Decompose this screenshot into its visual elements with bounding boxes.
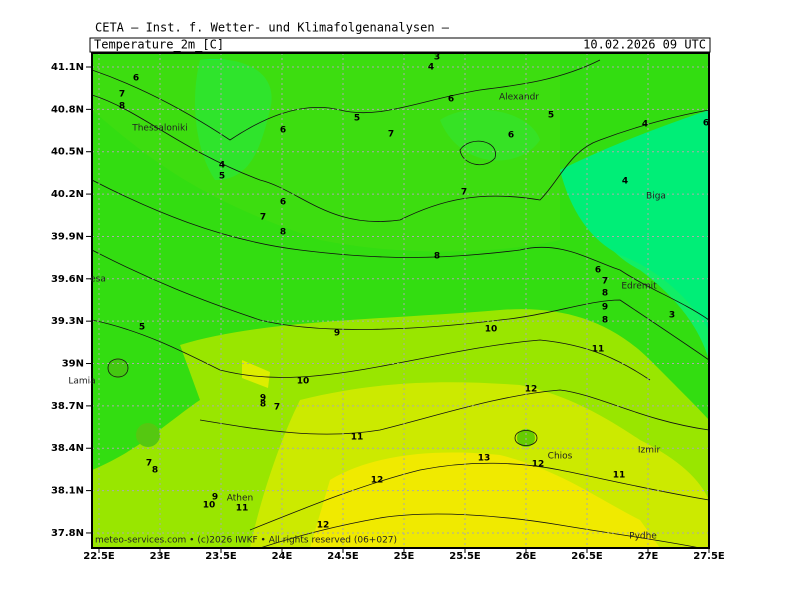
contour-label: 4 (622, 177, 628, 187)
lon-label: 24.5E (327, 551, 359, 562)
contour-label: 11 (236, 504, 249, 514)
lat-label: 41.1N (51, 62, 84, 73)
lon-label: 22.5E (83, 551, 115, 562)
place-label: Izmir (638, 446, 661, 456)
contour-label: 8 (119, 102, 125, 112)
lat-label: 40.5N (51, 147, 84, 158)
place-label: Alexandr (499, 93, 539, 103)
lon-label: 25E (394, 551, 415, 562)
contour-label: 6 (280, 198, 286, 208)
lat-label: 38.7N (51, 401, 84, 412)
contour-label: 12 (317, 521, 330, 531)
lat-label: 39.3N (51, 316, 84, 327)
contour-label: 9 (602, 303, 608, 313)
contour-label: 12 (371, 476, 384, 486)
lon-label: 24E (272, 551, 293, 562)
contour-label: 3 (669, 311, 675, 321)
place-label: Chios (548, 452, 573, 462)
lon-label: 25.5E (449, 551, 481, 562)
contour-label: 7 (119, 90, 125, 100)
contour-label: 8 (602, 316, 608, 326)
place-label: Biga (646, 192, 666, 202)
place-label: Athen (227, 494, 253, 504)
contour-label: 7 (260, 213, 266, 223)
date: 10.02.2026 09 UTC (583, 38, 706, 52)
lat-label: 40.2N (51, 189, 84, 200)
contour-label: 6 (280, 126, 286, 136)
contour-label: 5 (354, 114, 360, 124)
contour-label: 13 (478, 454, 491, 464)
lat-label: 38.1N (51, 486, 84, 497)
contour-label: 9 (334, 329, 340, 339)
lon-label: 23.5E (205, 551, 237, 562)
map-field (92, 53, 709, 548)
contour-label: 8 (152, 466, 158, 476)
place-label: Pydhe (629, 532, 657, 542)
contour-label: 7 (146, 459, 152, 469)
footer: meteo-services.com • (c)2026 IWKF • All … (95, 536, 397, 546)
header: CETA – Inst. f. Wetter- und Klimafolgena… (95, 21, 450, 35)
contour-label: 4 (428, 63, 434, 73)
lon-label: 26.5E (571, 551, 603, 562)
contour-label: 10 (485, 325, 498, 335)
contour-label: 6 (448, 95, 454, 105)
contour-label: 9 (260, 394, 266, 404)
contour-label: 4 (642, 120, 648, 130)
place-label: Lamia (68, 377, 95, 387)
contour-label: 6 (703, 119, 709, 129)
place-label: esa (90, 275, 106, 285)
lat-label: 37.8N (51, 528, 84, 539)
lat-label: 39.6N (51, 274, 84, 285)
contour-label: 5 (219, 172, 225, 182)
contour-label: 7 (602, 277, 608, 287)
title: Temperature_2m_[C] (94, 38, 224, 52)
map-frame (91, 52, 710, 549)
place-label: Thessaloniki (131, 124, 188, 134)
contour-label: 11 (351, 433, 364, 443)
contour-label: 7 (274, 403, 280, 413)
lat-label: 38.4N (51, 443, 84, 454)
contour-label: 8 (260, 400, 266, 410)
lon-label: 23E (150, 551, 171, 562)
lon-label: 26E (516, 551, 537, 562)
contour-label: 12 (525, 385, 538, 395)
contour-label: 8 (280, 228, 286, 238)
contour-label: 10 (297, 377, 310, 387)
lon-label: 27.5E (693, 551, 725, 562)
contour-label: 8 (434, 252, 440, 262)
contour-label: 6 (508, 131, 514, 141)
lat-label: 40.8N (51, 104, 84, 115)
contour-label: 11 (613, 471, 626, 481)
contour-label: 7 (461, 188, 467, 198)
contour-label: 5 (139, 323, 145, 333)
contour-label: 9 (212, 493, 218, 503)
contour-label: 3 (434, 53, 440, 63)
place-label: Edremit (621, 282, 657, 292)
lat-label: 39.9N (51, 231, 84, 242)
contour-label: 6 (595, 266, 601, 276)
contour-label: 12 (532, 460, 545, 470)
contour-label: 6 (133, 74, 139, 84)
contour-label: 5 (548, 111, 554, 121)
contour-label: 4 (219, 161, 225, 171)
lon-label: 27E (638, 551, 659, 562)
contour-label: 10 (203, 501, 216, 511)
contour-label: 8 (602, 289, 608, 299)
contour-label: 7 (388, 130, 394, 140)
contour-label: 11 (592, 345, 605, 355)
lat-label: 39N (62, 359, 84, 370)
